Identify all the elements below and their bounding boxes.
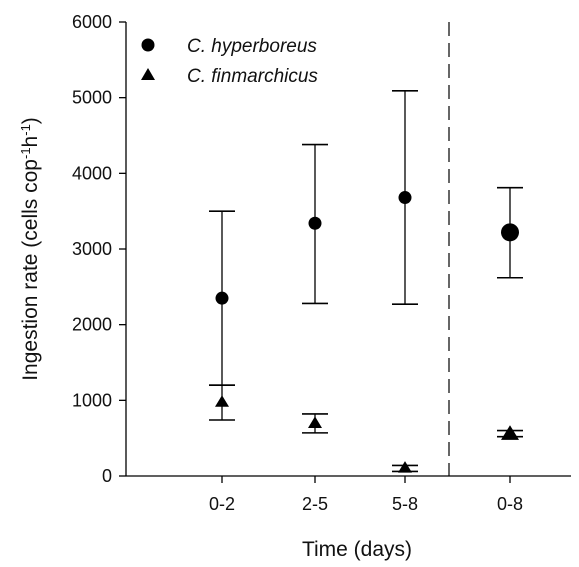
legend: C. hyperboreus C. finmarchicus [141,36,318,87]
x-axis-title: Time (days) [302,538,412,561]
legend-finmarchicus-symbol [141,68,155,80]
y-tick-label-4000: 4000 [72,163,112,183]
y-axis-title-mid: h [19,136,42,148]
x-tick-label-5-8: 5-8 [392,494,418,514]
y-axis-title: Ingestion rate (cells cop-1h-1) [18,117,43,381]
y-tick-label-2000: 2000 [72,315,112,335]
y-tick-label-6000: 6000 [72,12,112,32]
error-bars [209,90,523,473]
axes [125,22,571,477]
marker-finmarchicus-0-8 [501,425,519,440]
marker-hyperboreus-2-5 [308,216,322,230]
y-tick-label-5000: 5000 [72,88,112,108]
x-axis-ticks: 0-2 2-5 5-8 0-8 [209,476,523,514]
y-tick-label-0: 0 [102,466,112,486]
legend-hyperboreus-label: C. hyperboreus [187,36,317,57]
marker-hyperboreus-0-2 [215,291,229,305]
legend-finmarchicus-label: C. finmarchicus [187,66,318,87]
data-markers [215,191,519,473]
legend-hyperboreus-symbol [141,38,155,52]
x-tick-label-0-8: 0-8 [497,494,523,514]
marker-finmarchicus-2-5 [308,416,322,428]
marker-finmarchicus-0-2 [215,395,229,407]
marker-hyperboreus-5-8 [398,191,412,205]
y-axis-title-sup2: -1 [18,124,33,136]
y-tick-label-1000: 1000 [72,390,112,410]
y-axis-title-sup1: -1 [18,147,33,159]
y-tick-label-3000: 3000 [72,239,112,259]
marker-hyperboreus-0-8 [501,223,519,242]
x-tick-label-0-2: 0-2 [209,494,235,514]
marker-finmarchicus-5-8 [398,461,412,473]
y-axis-title-main: Ingestion rate (cells cop [19,159,42,381]
y-axis-title-end: ) [19,117,42,124]
x-tick-label-2-5: 2-5 [302,494,328,514]
y-axis-ticks: 0 1000 2000 3000 4000 5000 6000 [72,12,126,486]
